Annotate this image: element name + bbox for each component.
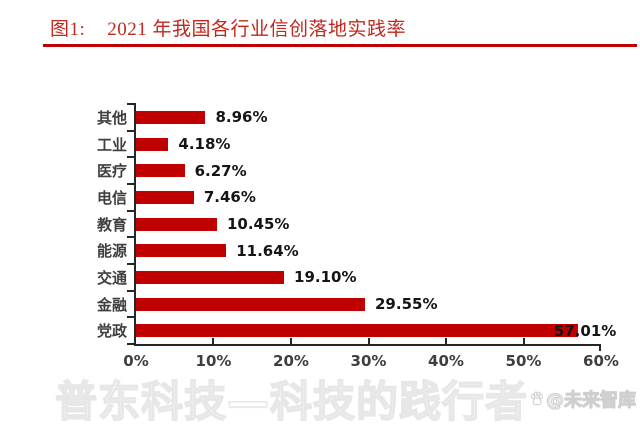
bar-row: 金融 29.55% — [97, 291, 601, 318]
bar-rows: 其他 8.96% 工业 4.18% 医疗 6.27% 电信 7.46% 教育 10.45% 能源 11… — [97, 104, 616, 344]
x-axis-label: 40% — [428, 352, 464, 370]
category-label: 党政 — [96, 322, 127, 341]
x-axis-label: 10% — [195, 352, 232, 370]
y-axis-tick — [127, 236, 136, 239]
plot-area: 其他 8.96% 工业 4.18% 医疗 6.27% 电信 7.46% 教育 10.45% 能源 11… — [97, 103, 619, 370]
y-axis-tick — [127, 156, 136, 159]
x-axis-label: 30% — [350, 352, 387, 370]
category-label: 金融 — [96, 295, 127, 314]
watermark-text: 普东科技—科技的践行者 — [54, 376, 529, 427]
x-axis-tick — [212, 338, 215, 344]
y-axis-tick — [127, 182, 136, 185]
title-underline — [43, 44, 637, 47]
baidu-paw-icon — [529, 391, 545, 407]
watermark-credit: @未来智库 — [529, 386, 637, 412]
bar-row: 能源 11.64% — [97, 237, 601, 264]
value-label: 10.45% — [226, 215, 290, 234]
bar-row: 其他 8.96% — [97, 104, 601, 131]
bar-row: 电信 7.46% — [97, 184, 601, 211]
x-axis-end-tick — [599, 344, 601, 351]
value-label: 8.96% — [215, 108, 268, 127]
bar-row: 交通 19.10% — [97, 264, 601, 291]
bar-row: 工业 4.18% — [97, 131, 601, 158]
bar — [136, 110, 206, 124]
x-axis-tick — [367, 338, 370, 344]
category-label: 电信 — [96, 188, 127, 207]
x-axis-tick — [289, 338, 292, 344]
category-label: 工业 — [96, 135, 127, 154]
bar — [136, 137, 169, 151]
value-label: 6.27% — [194, 161, 247, 180]
bar-row: 党政 57.01% — [97, 317, 616, 344]
figure-title: 图1: 2021 年我国各行业信创落地实践率 — [50, 14, 406, 41]
figure-title-text: 2021 年我国各行业信创落地实践率 — [107, 19, 407, 40]
x-axis-label: 20% — [273, 352, 309, 370]
watermark-credit-text: @未来智库 — [546, 390, 637, 412]
bar — [136, 270, 285, 284]
bar — [136, 190, 194, 204]
x-axis-tick — [522, 338, 525, 344]
category-label: 交通 — [96, 268, 127, 287]
category-label: 能源 — [96, 242, 127, 261]
bar-row: 医疗 6.27% — [97, 157, 601, 184]
y-axis-tick — [127, 343, 136, 345]
value-label: 29.55% — [375, 295, 438, 314]
x-axis-tick — [444, 338, 447, 344]
bar — [136, 217, 217, 231]
x-axis-label: 60% — [583, 352, 619, 370]
category-label: 其他 — [96, 108, 127, 127]
value-label: 57.01% — [553, 321, 617, 340]
x-axis-label: 50% — [505, 352, 542, 370]
y-axis-tick — [127, 316, 136, 319]
y-axis-tick — [127, 103, 136, 105]
bar — [136, 324, 578, 338]
bar — [136, 297, 365, 311]
figure-number: 图1: — [50, 19, 86, 40]
y-axis-tick — [127, 209, 136, 212]
bar-row: 教育 10.45% — [97, 211, 601, 238]
y-axis-tick — [127, 262, 136, 265]
value-label: 19.10% — [294, 268, 357, 287]
y-axis-tick — [127, 129, 136, 132]
x-axis-label: 0% — [123, 352, 149, 370]
category-label: 教育 — [96, 215, 127, 234]
category-label: 医疗 — [96, 162, 127, 181]
y-axis-tick — [127, 289, 136, 292]
bar — [136, 164, 185, 178]
value-label: 7.46% — [203, 188, 256, 207]
value-label: 4.18% — [178, 135, 231, 153]
bar — [136, 244, 227, 258]
value-label: 11.64% — [236, 241, 299, 260]
